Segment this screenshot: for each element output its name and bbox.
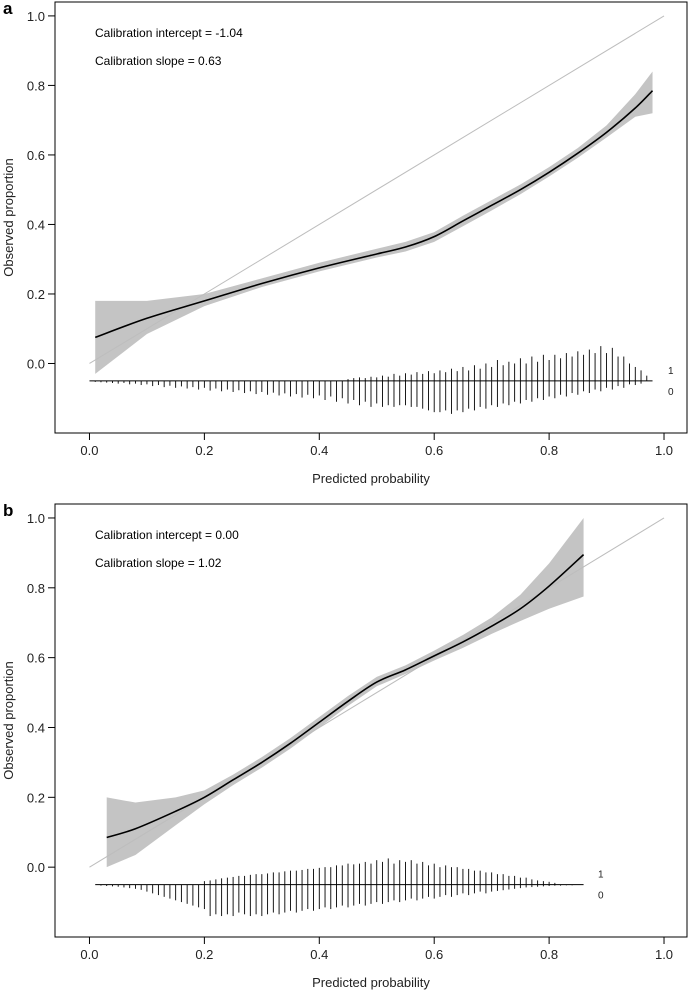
y-axis-title: Observed proportion: [1, 158, 16, 277]
y-tick-label: 0.6: [27, 651, 45, 666]
plot-frame: [54, 1, 688, 434]
calibration-intercept-text: Calibration intercept = 0.00: [95, 528, 239, 542]
panel-label: a: [3, 0, 13, 18]
x-tick-label: 0.0: [80, 947, 98, 962]
x-tick-label: 0.6: [425, 443, 443, 458]
x-tick-label: 1.0: [655, 947, 673, 962]
calibration-slope-text: Calibration slope = 1.02: [95, 556, 222, 570]
y-tick-label: 0.4: [27, 720, 45, 735]
ideal-calibration-line: [89, 15, 665, 364]
y-tick-label: 0.0: [27, 356, 45, 371]
y-axis-title: Observed proportion: [1, 661, 16, 780]
rug-label-events: 1: [668, 366, 674, 377]
y-tick-label: 1.0: [27, 511, 45, 526]
rug-label-nonevents: 0: [598, 891, 604, 902]
x-tick-label: 0.8: [540, 947, 558, 962]
y-tick-label: 0.4: [27, 217, 45, 232]
rug-label-events: 1: [598, 870, 604, 881]
plot-frame: [54, 503, 688, 938]
y-tick-label: 0.0: [27, 860, 45, 875]
confidence-band: [95, 71, 653, 374]
calibration-curve: [106, 554, 585, 839]
panel-label: b: [3, 501, 13, 520]
x-tick-label: 0.2: [195, 443, 213, 458]
panel-b: b 1 0 0.0 0.2 0.4 0.6 0.8 1.0 0.0 0.2 0.4 0.6 0.8 1.0 P…: [1, 501, 688, 990]
y-tick-label: 0.8: [27, 78, 45, 93]
x-tick-label: 0.8: [540, 443, 558, 458]
x-tick-label: 0.6: [425, 947, 443, 962]
x-tick-label: 0.0: [80, 443, 98, 458]
x-tick-label: 1.0: [655, 443, 673, 458]
x-tick-label: 0.4: [310, 443, 328, 458]
confidence-band: [106, 517, 584, 868]
calibration-slope-text: Calibration slope = 0.63: [95, 54, 222, 68]
x-axis-title: Predicted probability: [312, 975, 430, 990]
x-tick-label: 0.2: [195, 947, 213, 962]
y-tick-label: 0.6: [27, 148, 45, 163]
y-tick-label: 0.2: [27, 287, 45, 302]
calibration-curve: [94, 90, 654, 339]
x-axis-title: Predicted probability: [312, 471, 430, 486]
calibration-intercept-text: Calibration intercept = -1.04: [95, 26, 243, 40]
y-tick-label: 0.2: [27, 790, 45, 805]
rug-label-nonevents: 0: [668, 387, 674, 398]
y-tick-label: 0.8: [27, 581, 45, 596]
x-tick-label: 0.4: [310, 947, 328, 962]
ideal-calibration-line: [89, 517, 665, 868]
y-tick-label: 1.0: [27, 9, 45, 24]
panel-a: a 1 0 0.0 0.2 0.4 0.6 0.8 1.0 0.0 0.2 0.4 0.6 0.8 1.0 P…: [1, 0, 688, 486]
